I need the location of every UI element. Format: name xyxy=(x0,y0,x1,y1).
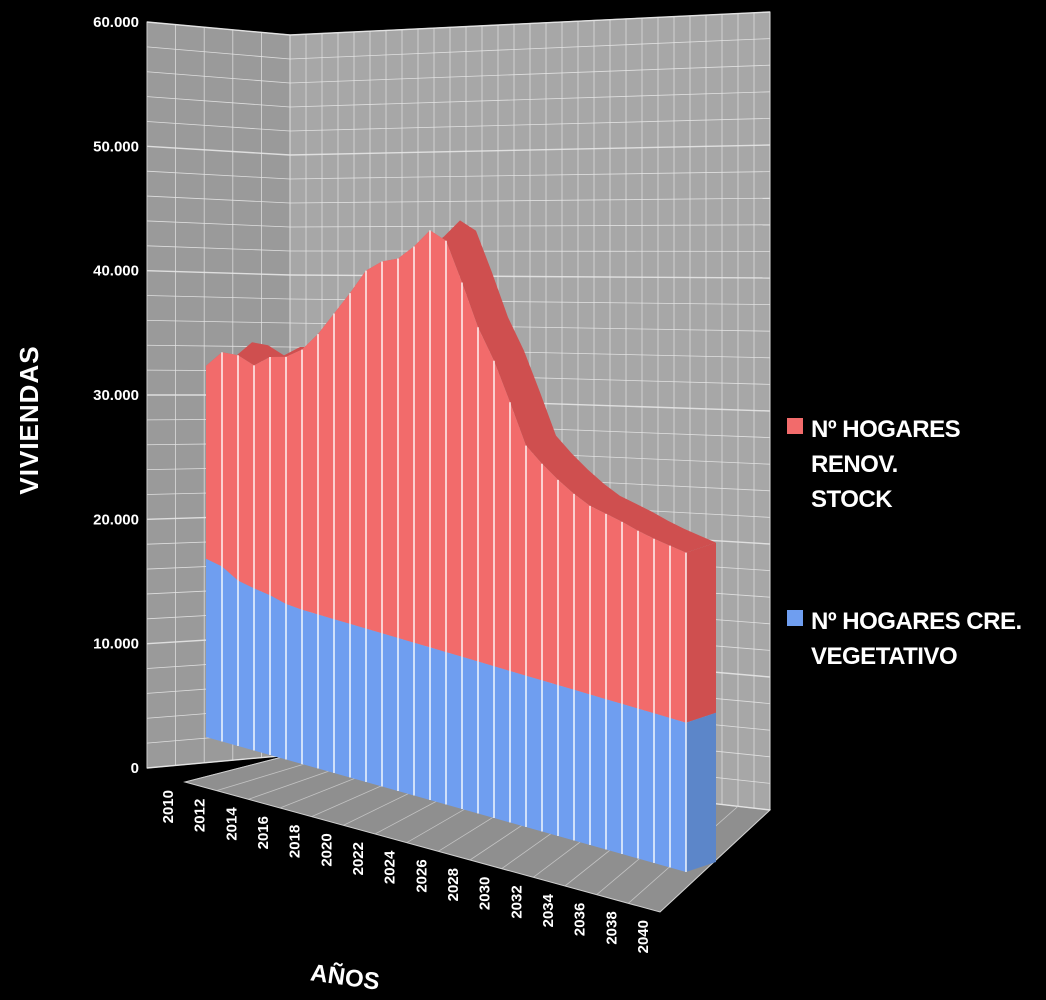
y-tick-label: 50.000 xyxy=(93,138,139,155)
gridline xyxy=(146,170,291,180)
x-tick-label: 2012 xyxy=(192,799,209,832)
gridline xyxy=(146,121,291,132)
legend-label-renov-line2: STOCK xyxy=(811,486,893,513)
y-tick-label: 30.000 xyxy=(93,387,139,404)
x-tick-label: 2020 xyxy=(318,833,335,866)
x-tick-label: 2026 xyxy=(413,859,430,892)
x-tick-label: 2022 xyxy=(350,842,367,875)
gridline xyxy=(146,754,291,769)
chart-series xyxy=(206,220,716,872)
x-tick-label: 2010 xyxy=(160,790,177,823)
legend-label-vegetativo: Nº HOGARES CRE. VEGETATIVO xyxy=(811,604,1022,674)
y-axis-label: VIVIENDAS xyxy=(14,345,44,494)
x-tick-label: 2038 xyxy=(603,911,620,944)
x-tick-label: 2024 xyxy=(382,850,399,884)
legend-label-renov: Nº HOGARES RENOV. STOCK xyxy=(811,412,1042,517)
gridline xyxy=(146,269,291,276)
x-tick-label: 2036 xyxy=(572,903,589,936)
y-tick-label: 20.000 xyxy=(93,511,139,528)
x-tick-label: 2030 xyxy=(477,877,494,910)
legend-label-renov-line1: Nº HOGARES RENOV. xyxy=(811,416,961,478)
x-tick-label: 2014 xyxy=(223,807,240,841)
x-tick-label: 2034 xyxy=(540,893,557,927)
renov-stock-end-cap xyxy=(686,542,716,723)
gridline xyxy=(146,46,291,60)
legend-label-vegetativo-line2: VEGETATIVO xyxy=(811,643,958,670)
gridline xyxy=(146,145,291,156)
x-tick-label: 2040 xyxy=(635,920,652,953)
gridline xyxy=(146,320,291,324)
y-tick-label: 10.000 xyxy=(93,636,139,653)
x-tick-label: 2018 xyxy=(287,825,304,858)
y-tick-label: 40.000 xyxy=(93,263,139,280)
x-tick-label: 2032 xyxy=(508,885,525,918)
renov-stock-top-ribbon xyxy=(206,220,716,553)
x-axis-label: AÑOS xyxy=(309,958,382,995)
gridline xyxy=(146,96,291,108)
legend-swatch-renov xyxy=(787,418,803,434)
y-tick-label: 60.000 xyxy=(93,14,139,31)
gridline xyxy=(146,295,291,300)
x-tick-label: 2016 xyxy=(255,816,272,849)
gridline xyxy=(146,21,291,36)
gridline xyxy=(146,220,291,228)
gridline xyxy=(146,245,291,252)
legend-swatch-vegetativo xyxy=(787,610,803,626)
gridline xyxy=(146,195,291,204)
legend-label-vegetativo-line1: Nº HOGARES CRE. xyxy=(811,608,1022,635)
chart-legend: Nº HOGARES RENOV. STOCK Nº HOGARES CRE. … xyxy=(787,412,1042,712)
gridline xyxy=(184,754,291,783)
y-tick-label: 0 xyxy=(131,760,139,777)
vegetativo-end-cap xyxy=(686,712,716,872)
x-tick-label: 2028 xyxy=(445,868,462,901)
gridline xyxy=(146,71,291,84)
y-axis-ticks: 0 10.000 20.000 30.000 40.000 50.000 60.000 xyxy=(93,14,139,777)
x-axis-ticks: 2010 2012 2014 2016 2018 2020 2022 2024 2026 2028… xyxy=(160,790,652,953)
